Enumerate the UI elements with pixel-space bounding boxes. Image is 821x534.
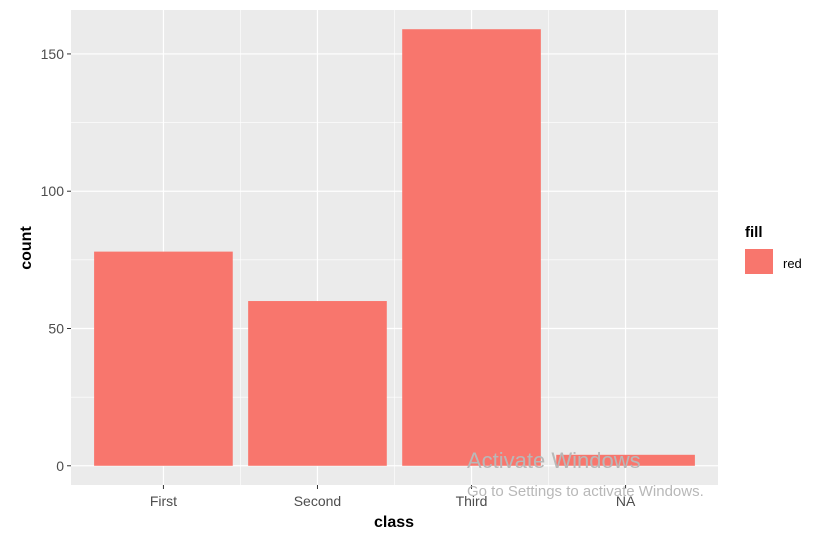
y-axis: 0 50 100 150 [41, 46, 71, 474]
y-axis-title: count [18, 226, 35, 270]
watermark-title: Activate Windows [467, 448, 641, 473]
bar-na [556, 454, 695, 466]
x-tick-label-second: Second [294, 493, 341, 509]
x-tick-label-third: Third [456, 493, 488, 509]
x-axis: First Second Third NA [150, 485, 636, 509]
y-tick-label: 0 [56, 458, 64, 474]
y-tick-label: 50 [48, 320, 64, 336]
watermark-subtitle: Go to Settings to activate Windows. [467, 483, 704, 500]
bar-third [402, 29, 541, 466]
x-tick-label-first: First [150, 493, 177, 509]
y-tick-label: 100 [41, 183, 65, 199]
windows-activation-watermark: Activate Windows Go to Settings to activ… [467, 448, 704, 500]
legend-title: fill [745, 224, 763, 241]
x-tick-label-na: NA [616, 493, 636, 509]
legend-key-red [745, 249, 773, 274]
legend: fill red [745, 224, 802, 274]
bar-second [248, 301, 387, 466]
legend-label-red: red [783, 256, 802, 271]
x-axis-title: class [374, 514, 414, 531]
y-tick-label: 150 [41, 46, 65, 62]
bars [94, 29, 695, 466]
bar-first [94, 251, 233, 466]
